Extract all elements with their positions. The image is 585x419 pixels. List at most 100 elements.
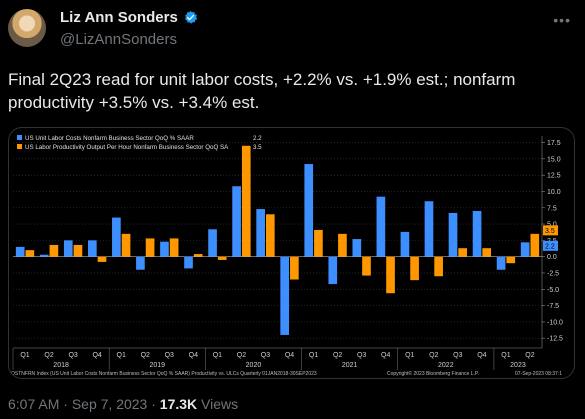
- legend-value: 2.2: [253, 135, 262, 142]
- bar-ulc: [39, 254, 49, 257]
- bar-ulc: [232, 186, 241, 257]
- last-value-tag: [543, 225, 558, 236]
- x-year-label: 2022: [438, 362, 454, 369]
- bar-productivity: [410, 256, 419, 281]
- bar-productivity: [506, 256, 516, 264]
- x-year-label: 2019: [149, 362, 165, 369]
- bar-productivity: [434, 256, 443, 277]
- bar-ulc: [15, 246, 25, 257]
- bar-ulc: [136, 256, 145, 270]
- y-tick-label: 7.5: [547, 205, 557, 212]
- x-tick-label: Q3: [453, 352, 462, 359]
- x-tick-label: Q2: [525, 352, 534, 359]
- x-year-label: 2023: [510, 362, 526, 369]
- tweet-time[interactable]: 6:07 AM: [8, 396, 60, 412]
- tweet-text: Final 2Q23 read for unit labor costs, +2…: [8, 70, 516, 112]
- bar-chart: 17.515.012.510.07.55.02.50.0-2.5-5.0-7.5…: [11, 135, 563, 377]
- bar-productivity: [530, 233, 540, 257]
- x-year-label: 2020: [246, 362, 262, 369]
- x-tick-label: Q1: [213, 352, 222, 359]
- last-value-tag: [543, 240, 558, 251]
- x-tick-label: Q1: [20, 352, 29, 359]
- x-year-label: 2021: [342, 362, 358, 369]
- bar-productivity: [145, 238, 155, 257]
- bar-ulc: [280, 256, 290, 335]
- x-tick-label: Q2: [141, 352, 150, 359]
- x-tick-label: Q2: [44, 352, 53, 359]
- x-tick-label: Q2: [333, 352, 342, 359]
- chart-image[interactable]: 17.515.012.510.07.55.02.50.0-2.5-5.0-7.5…: [8, 127, 575, 379]
- bar-productivity: [217, 256, 227, 260]
- bar-ulc: [184, 256, 193, 269]
- bar-productivity: [97, 256, 107, 262]
- y-tick-label: 15.0: [547, 156, 561, 163]
- y-tick-label: 0.0: [547, 254, 557, 261]
- y-tick-label: -10.0: [547, 319, 563, 326]
- last-value-label: 3.5: [545, 228, 555, 235]
- bar-productivity: [49, 244, 59, 257]
- x-tick-label: Q1: [117, 352, 126, 359]
- bar-productivity: [73, 244, 83, 257]
- x-tick-label: Q3: [357, 352, 366, 359]
- x-tick-label: Q1: [405, 352, 414, 359]
- x-tick-label: Q2: [429, 352, 438, 359]
- bar-productivity: [290, 256, 299, 280]
- legend-entry: US Labor Productivity Output Per Hour No…: [25, 144, 229, 151]
- bar-productivity: [193, 254, 203, 257]
- tweet-date[interactable]: Sep 7, 2023: [71, 396, 148, 412]
- x-tick-label: Q3: [261, 352, 270, 359]
- author-name[interactable]: Liz Ann Sonders: [60, 9, 178, 26]
- bar-ulc: [160, 241, 169, 257]
- bar-productivity: [482, 248, 492, 257]
- bar-ulc: [208, 229, 217, 257]
- bar-ulc: [352, 239, 362, 257]
- bar-productivity: [458, 248, 467, 257]
- bar-productivity: [386, 256, 395, 294]
- y-tick-label: -12.5: [547, 336, 563, 343]
- x-tick-label: Q4: [189, 352, 198, 359]
- x-tick-label: Q4: [381, 352, 390, 359]
- bar-productivity: [241, 145, 251, 257]
- bar-productivity: [265, 214, 275, 257]
- x-tick-label: Q3: [165, 352, 174, 359]
- legend-swatch: [17, 135, 22, 140]
- bar-ulc: [400, 231, 410, 257]
- author-row: Liz Ann Sonders: [60, 9, 198, 26]
- chart-footer-timestamp: 07-Sep-2023 08:37:1: [515, 371, 562, 377]
- bar-ulc: [376, 196, 386, 257]
- bar-ulc: [256, 209, 265, 257]
- verified-badge-icon: [184, 10, 197, 24]
- bar-ulc: [328, 256, 338, 285]
- avatar[interactable]: [8, 9, 46, 47]
- tweet-meta: 6:07 AM · Sep 7, 2023 · 17.3K Views: [8, 396, 238, 412]
- bar-ulc: [63, 240, 73, 257]
- y-tick-label: 10.0: [547, 189, 561, 196]
- chart-footer-source: OSTNFRN Index (US Unit Labor Costs Nonfa…: [11, 371, 317, 377]
- y-tick-label: 12.5: [547, 173, 561, 180]
- x-tick-label: Q4: [477, 352, 486, 359]
- last-value-label: 2.2: [545, 243, 555, 250]
- y-tick-label: 5.0: [547, 222, 557, 229]
- bar-ulc: [424, 201, 434, 257]
- bar-productivity: [338, 233, 347, 257]
- bar-ulc: [520, 242, 530, 257]
- x-tick-label: Q1: [501, 352, 510, 359]
- bar-ulc: [496, 256, 506, 270]
- y-tick-label: -2.5: [547, 270, 559, 277]
- views-label: Views: [201, 396, 239, 412]
- bar-ulc: [304, 164, 314, 257]
- bar-productivity: [25, 250, 35, 257]
- bar-ulc: [472, 211, 482, 257]
- x-tick-label: Q2: [237, 352, 246, 359]
- bar-ulc: [112, 217, 121, 257]
- more-dots-icon[interactable]: •••: [553, 12, 571, 28]
- legend-entry: US Unit Labor Costs Nonfarm Business Sec…: [25, 135, 194, 142]
- bar-ulc: [448, 212, 458, 257]
- x-tick-label: Q3: [68, 352, 77, 359]
- author-handle[interactable]: @LizAnnSonders: [60, 31, 177, 48]
- x-tick-label: Q4: [285, 352, 294, 359]
- bar-ulc: [88, 240, 97, 257]
- bar-productivity: [169, 238, 179, 257]
- legend-swatch: [17, 144, 22, 149]
- y-tick-label: 17.5: [547, 140, 561, 147]
